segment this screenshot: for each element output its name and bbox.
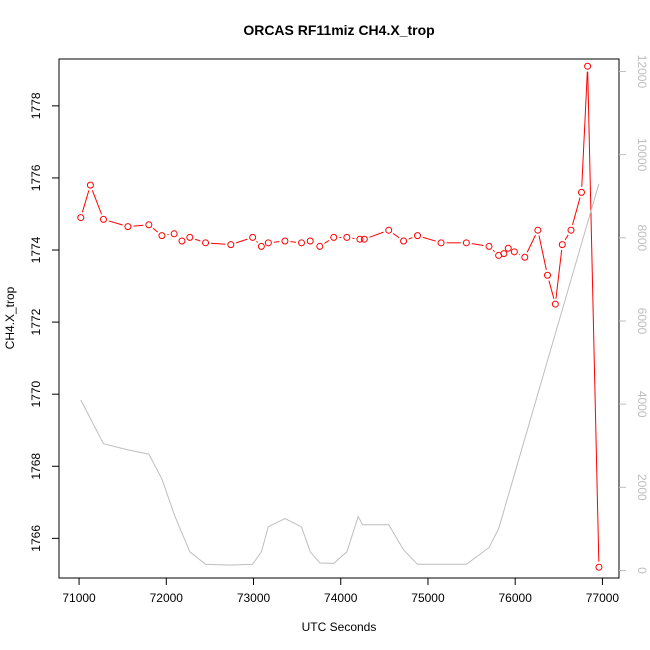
- y2-tick-label: 4000: [635, 391, 649, 418]
- data-point: [504, 244, 512, 252]
- y-tick-label: 1778: [29, 92, 43, 119]
- series-segment: [555, 250, 563, 299]
- y-tick-label: 1774: [29, 236, 43, 263]
- series-segment: [392, 233, 400, 239]
- data-point: [124, 223, 132, 231]
- data-point: [577, 188, 585, 196]
- series-segment: [587, 71, 600, 562]
- series-segment: [572, 197, 581, 226]
- x-tick-label: 72000: [150, 591, 184, 605]
- plot-area: 71000 72000 73000 74000 75000 76000 77000 1766 1…: [29, 55, 649, 605]
- data-point: [145, 221, 153, 229]
- data-point: [264, 239, 272, 247]
- series-segment: [152, 227, 159, 233]
- series-segment: [492, 249, 495, 253]
- data-point: [249, 233, 257, 241]
- y2-tick-label: 12000: [635, 55, 649, 89]
- y-tick-label: 1766: [29, 525, 43, 552]
- x-tick-label: 77000: [586, 591, 620, 605]
- series-segment: [548, 280, 555, 299]
- series-segment: [369, 231, 384, 238]
- data-point: [330, 233, 338, 241]
- series-segment: [91, 190, 102, 215]
- data-point: [485, 242, 493, 250]
- series-segment: [194, 238, 201, 242]
- data-point: [500, 250, 508, 258]
- series-segment: [108, 220, 123, 226]
- data-point: [306, 237, 314, 245]
- y2-tick-label: 8000: [635, 224, 649, 251]
- data-point: [178, 237, 186, 245]
- series-segment: [422, 236, 436, 242]
- series-segment: [235, 238, 248, 244]
- data-point: [297, 239, 305, 247]
- y-tick-label: 1772: [29, 308, 43, 335]
- series-segment: [526, 234, 536, 253]
- data-point: [356, 235, 364, 243]
- data-point: [534, 226, 542, 234]
- x-tick-label: 71000: [62, 591, 96, 605]
- plot-frame: [58, 58, 620, 579]
- series-segment: [408, 237, 413, 240]
- data-point: [343, 233, 351, 241]
- series-segment: [564, 234, 569, 241]
- data-point: [558, 241, 566, 249]
- data-point: [158, 232, 166, 240]
- x-tick-label: 74000: [324, 591, 358, 605]
- y2-tick-label: 2000: [635, 474, 649, 501]
- x-tick-label: 73000: [237, 591, 271, 605]
- x-axis-label: UTC Seconds: [302, 620, 377, 634]
- data-point: [414, 232, 422, 240]
- y2-tick-label: 10000: [635, 138, 649, 172]
- series-segment: [273, 241, 280, 243]
- data-point: [595, 563, 603, 571]
- series-segment: [538, 235, 547, 270]
- x-tick-label: 75000: [411, 591, 445, 605]
- series-segment: [324, 239, 330, 244]
- series-segment: [471, 243, 484, 247]
- data-point: [462, 239, 470, 247]
- data-point: [170, 230, 178, 238]
- data-point: [99, 215, 107, 223]
- y-tick-label: 1770: [29, 381, 43, 408]
- data-point: [360, 235, 368, 243]
- data-point: [86, 181, 94, 189]
- data-point: [186, 233, 194, 241]
- chart-title: ORCAS RF11miz CH4.X_trop: [243, 22, 434, 38]
- y-tick-label: 1768: [29, 453, 43, 480]
- series-segment: [290, 241, 297, 243]
- data-point: [510, 248, 518, 256]
- data-point: [584, 62, 592, 70]
- data-point: [316, 242, 324, 250]
- y-tick-label: 1776: [29, 164, 43, 191]
- data-point: [257, 242, 265, 250]
- data-point: [385, 226, 393, 234]
- data-point: [521, 253, 529, 261]
- x-tick-label: 76000: [499, 591, 533, 605]
- series-segment: [581, 71, 588, 187]
- series-segment: [81, 190, 90, 213]
- series-segment: [210, 242, 226, 245]
- data-point: [567, 226, 575, 234]
- series-segment: [256, 241, 258, 243]
- data-point: [400, 237, 408, 245]
- data-point: [437, 239, 445, 247]
- data-point: [281, 237, 289, 245]
- altitude-line: [80, 183, 600, 566]
- y2-tick-label: 0: [635, 567, 649, 574]
- data-point: [551, 300, 559, 308]
- data-point: [227, 241, 235, 249]
- data-point: [202, 239, 210, 247]
- y-axis-label: CH4.X_trop: [3, 286, 17, 349]
- data-point: [543, 271, 551, 279]
- series-segment: [133, 224, 144, 227]
- y2-tick-label: 6000: [635, 308, 649, 335]
- data-point: [77, 214, 85, 222]
